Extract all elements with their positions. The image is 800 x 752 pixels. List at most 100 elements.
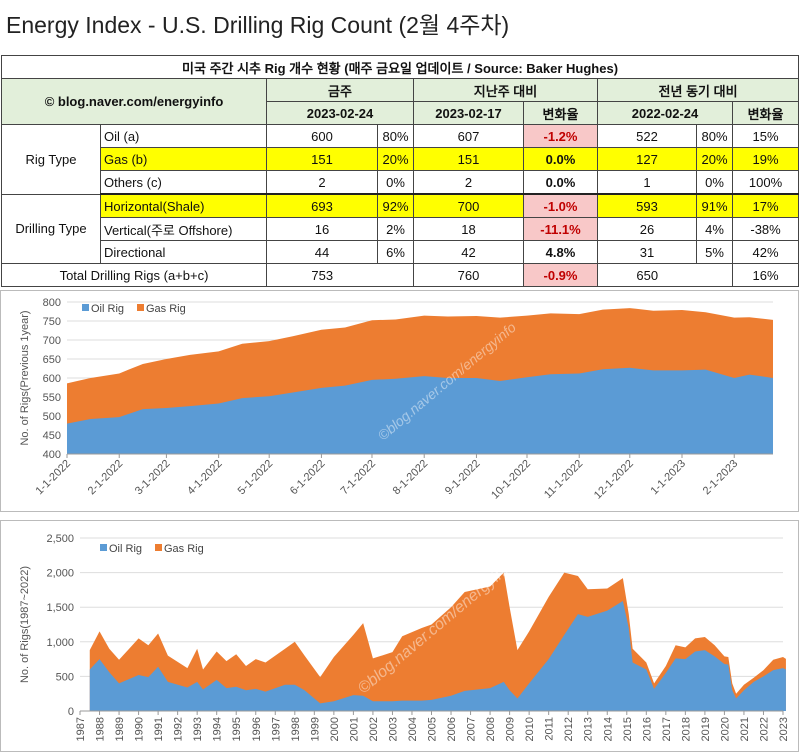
x-tick-label: 2009 (505, 717, 517, 741)
y-tick-label: 400 (43, 449, 61, 461)
oil-rig-area (89, 600, 786, 711)
y-tick-label: 500 (56, 671, 74, 683)
x-tick-label: 1-1-2022 (33, 458, 73, 498)
wow: 0.0% (523, 170, 598, 195)
yago: 26 (597, 217, 697, 241)
y-tick-label: 0 (68, 706, 74, 718)
table-row: Directional 44 6% 42 4.8% 31 5% 42% (2, 240, 800, 264)
y-tick-label: 550 (43, 392, 61, 404)
x-tick-label: 2015 (622, 717, 634, 741)
group-this-week: 금주 (266, 78, 414, 102)
section-label: Drilling Type (1, 193, 101, 264)
x-tick-label: 9-1-2022 (443, 458, 483, 498)
x-tick-label: 2011 (544, 717, 556, 741)
page-title: Energy Index - U.S. Drilling Rig Count (… (6, 12, 510, 38)
x-tick-label: 1993 (192, 717, 204, 741)
table-caption: 미국 주간 시추 Rig 개수 현황 (매주 금요일 업데이트 / Source… (0, 55, 800, 79)
total-yoy: 16% (731, 263, 800, 287)
legend-gas-swatch (137, 304, 144, 311)
yago-pct: 80% (696, 124, 733, 148)
cur: 600 (266, 124, 378, 148)
x-tick-label: 2022 (758, 717, 770, 741)
yoy: 15% (731, 124, 800, 148)
row-label: Gas (b) (100, 147, 267, 171)
table-row: Rig Type Oil (a) 600 80% 607 -1.2% 522 80… (1, 124, 800, 195)
yago: 127 (597, 147, 697, 171)
x-tick-label: 2005 (427, 717, 439, 741)
yago-pct: 91% (696, 193, 733, 218)
wow-rate-header: 변화율 (523, 101, 598, 125)
x-tick-label: 1991 (153, 717, 165, 741)
x-tick-label: 2-1-2023 (701, 458, 741, 498)
x-tick-label: 2012 (563, 717, 575, 741)
legend-gas-swatch (155, 544, 162, 551)
x-tick-label: 2020 (719, 717, 731, 741)
rig-count-table: 미국 주간 시추 Rig 개수 현황 (매주 금요일 업데이트 / Source… (0, 55, 800, 287)
credit: © blog.naver.com/energyinfo (1, 78, 267, 125)
cur-pct: 92% (377, 193, 414, 218)
prev: 18 (413, 217, 524, 241)
total-label: Total Drilling Rigs (a+b+c) (1, 263, 267, 287)
yago-pct: 20% (696, 147, 733, 171)
table-row: Gas (b) 151 20% 151 0.0% 127 20% 19% (2, 147, 800, 171)
total-cur: 753 (266, 263, 378, 287)
x-tick-label: 3-1-2022 (133, 458, 173, 498)
y-tick-label: 700 (43, 335, 61, 347)
x-tick-label: 1994 (212, 717, 224, 741)
row-label: Directional (100, 240, 267, 264)
x-tick-label: 6-1-2022 (288, 458, 328, 498)
row-label: Vertical(주로 Offshore) (100, 217, 267, 241)
y-axis-title: No. of Rigs(Previous 1year) (19, 310, 31, 445)
x-tick-label: 2010 (524, 717, 536, 741)
group-wow: 지난주 대비 (413, 78, 598, 102)
cur: 16 (266, 217, 378, 241)
legend-oil-swatch (100, 544, 107, 551)
x-tick-label: 2-1-2022 (86, 458, 126, 498)
row-label: Oil (a) (100, 124, 267, 148)
table-row: Others (c) 2 0% 2 0.0% 1 0% 100% (2, 170, 800, 195)
cur: 2 (266, 170, 378, 195)
x-tick-label: 2017 (661, 717, 673, 741)
x-tick-label: 1987 (75, 717, 87, 741)
yago: 593 (597, 193, 697, 218)
cur: 44 (266, 240, 378, 264)
x-tick-label: 11-1-2022 (542, 458, 585, 501)
x-tick-label: 2021 (739, 717, 751, 741)
x-tick-label: 5-1-2022 (236, 458, 276, 498)
wow: -11.1% (523, 217, 598, 241)
yago-pct: 5% (696, 240, 733, 264)
section-label: Rig Type (1, 124, 101, 195)
wow: -1.0% (523, 193, 598, 218)
prev: 607 (413, 124, 524, 148)
x-tick-label: 2013 (583, 717, 595, 741)
legend-oil-swatch (82, 304, 89, 311)
x-tick-label: 1990 (134, 717, 146, 741)
cur-pct: 6% (377, 240, 414, 264)
x-tick-label: 2001 (348, 717, 360, 741)
x-tick-label: 8-1-2022 (391, 458, 431, 498)
yoy: 100% (731, 170, 800, 195)
y-tick-label: 2,500 (46, 533, 74, 545)
y-tick-label: 2,000 (46, 568, 74, 580)
x-tick-label: 2007 (466, 717, 478, 741)
x-tick-label: 1999 (309, 717, 321, 741)
yago-pct: 4% (696, 217, 733, 241)
prev: 151 (413, 147, 524, 171)
legend-oil-label: Oil Rig (91, 303, 124, 315)
x-tick-label: 2023 (778, 717, 790, 741)
y-axis-title: No. of Rigs(1987~2022) (19, 566, 31, 683)
table-row: Vertical(주로 Offshore) 16 2% 18 -11.1% 26… (2, 217, 800, 241)
x-tick-label: 1997 (270, 717, 282, 741)
prev: 2 (413, 170, 524, 195)
x-tick-label: 12-1-2022 (592, 458, 636, 502)
cur: 151 (266, 147, 378, 171)
cur-pct: 80% (377, 124, 414, 148)
cur: 693 (266, 193, 378, 218)
legend-gas-label: Gas Rig (164, 543, 204, 555)
y-tick-label: 650 (43, 354, 61, 366)
x-tick-label: 1-1-2023 (649, 458, 689, 498)
y-tick-label: 800 (43, 297, 61, 309)
x-tick-label: 2019 (700, 717, 712, 741)
yoy-rate-header: 변화율 (731, 101, 800, 125)
cur-pct: 20% (377, 147, 414, 171)
